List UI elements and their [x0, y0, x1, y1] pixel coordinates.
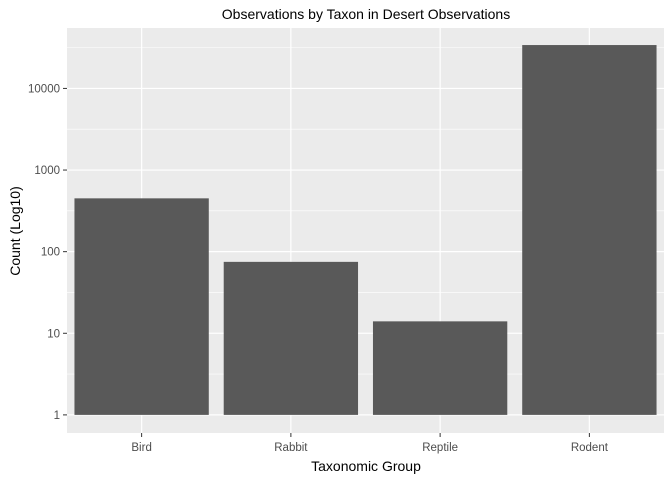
- y-tick-label: 100: [41, 247, 60, 259]
- bars: [74, 45, 657, 415]
- x-tick-label: Reptile: [422, 442, 458, 454]
- y-tick-label: 1: [54, 410, 60, 422]
- y-tick-label: 10000: [28, 83, 60, 95]
- x-tick-label: Rabbit: [274, 442, 308, 454]
- bar-reptile: [372, 321, 508, 415]
- y-tick-label: 1000: [34, 165, 60, 177]
- x-axis-title: Taxonomic Group: [311, 458, 421, 474]
- y-tick-label: 10: [47, 328, 60, 340]
- bar-rabbit: [223, 261, 359, 415]
- x-tick-label: Rodent: [571, 442, 609, 454]
- chart-title: Observations by Taxon in Desert Observat…: [222, 6, 510, 22]
- bar-bird: [74, 198, 209, 415]
- x-tick-label: Bird: [131, 442, 151, 454]
- bar-rodent: [522, 45, 657, 415]
- y-axis-ticks: 1 10 100 1000 10000: [28, 83, 67, 422]
- x-axis-ticks: Bird Rabbit Reptile Rodent: [131, 433, 609, 454]
- y-axis-title: Count (Log10): [7, 186, 23, 276]
